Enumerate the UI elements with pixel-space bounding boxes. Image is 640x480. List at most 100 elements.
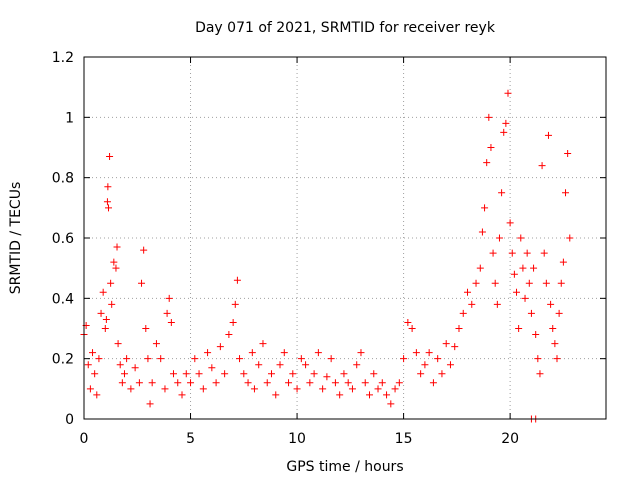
data-point xyxy=(532,331,540,339)
data-point xyxy=(187,379,195,387)
grid-layer xyxy=(84,57,606,419)
data-point xyxy=(97,309,105,317)
data-point xyxy=(464,288,472,296)
y-tick-label: 1 xyxy=(65,110,74,126)
data-point xyxy=(182,370,190,378)
data-point xyxy=(161,385,169,393)
data-point xyxy=(489,249,497,257)
data-point xyxy=(378,379,386,387)
data-point xyxy=(104,183,112,191)
data-point xyxy=(216,343,224,351)
data-point xyxy=(255,361,263,369)
data-point xyxy=(118,379,126,387)
data-point xyxy=(138,279,146,287)
data-point xyxy=(165,294,173,302)
data-point xyxy=(540,249,548,257)
x-tick-label: 0 xyxy=(80,431,89,447)
data-point xyxy=(412,349,420,357)
data-point xyxy=(495,234,503,242)
data-point xyxy=(163,309,171,317)
y-axis-title: SRMTID / TECUs xyxy=(8,182,24,295)
data-point xyxy=(408,325,416,332)
data-point xyxy=(421,361,429,369)
data-point xyxy=(485,113,493,121)
data-point xyxy=(123,355,131,363)
data-point xyxy=(113,243,121,251)
x-tick-label: 5 xyxy=(186,431,195,447)
data-point xyxy=(178,391,186,399)
data-point xyxy=(221,370,229,378)
data-point xyxy=(519,264,527,272)
data-point xyxy=(521,294,529,302)
data-point xyxy=(116,361,124,369)
data-point xyxy=(429,379,437,387)
data-point xyxy=(391,385,399,393)
data-point xyxy=(84,361,92,369)
x-tick-label: 10 xyxy=(288,431,306,447)
data-point xyxy=(387,400,395,408)
chart-title: Day 071 of 2021, SRMTID for receiver rey… xyxy=(195,20,496,36)
y-tick-label: 0.8 xyxy=(52,171,74,187)
data-point xyxy=(559,258,567,266)
data-point xyxy=(536,370,544,378)
data-point xyxy=(557,279,565,287)
data-point xyxy=(157,355,165,363)
data-point xyxy=(504,89,512,97)
data-point xyxy=(199,385,207,393)
data-point xyxy=(208,364,216,372)
data-point xyxy=(114,340,122,348)
data-point xyxy=(240,370,248,378)
data-point xyxy=(263,379,271,387)
data-point xyxy=(455,325,463,332)
data-point xyxy=(513,288,521,296)
data-point xyxy=(442,340,450,348)
data-point xyxy=(327,355,335,363)
x-tick-label: 15 xyxy=(395,431,413,447)
data-point xyxy=(93,391,101,399)
data-point xyxy=(105,204,113,212)
data-point xyxy=(289,370,297,378)
y-tick-label: 0 xyxy=(65,412,74,428)
data-point xyxy=(229,318,237,326)
data-point xyxy=(510,270,518,278)
data-point xyxy=(169,370,177,378)
data-point xyxy=(280,349,288,357)
data-point xyxy=(438,370,446,378)
data-point xyxy=(106,153,114,161)
data-point xyxy=(523,249,531,257)
data-point xyxy=(491,279,499,287)
data-point xyxy=(195,370,203,378)
data-point xyxy=(538,162,546,170)
data-point xyxy=(293,385,301,393)
data-point xyxy=(102,315,110,323)
data-point xyxy=(231,300,239,308)
data-point xyxy=(259,340,267,348)
data-point xyxy=(446,361,454,369)
data-point xyxy=(527,309,535,317)
data-point xyxy=(276,361,284,369)
points-layer xyxy=(80,89,574,423)
data-point xyxy=(483,159,491,167)
data-point xyxy=(481,204,489,212)
data-point xyxy=(459,309,467,317)
data-point xyxy=(306,379,314,387)
data-point xyxy=(152,340,160,348)
data-point xyxy=(99,288,107,296)
data-point xyxy=(267,370,275,378)
data-point xyxy=(493,300,501,308)
data-point xyxy=(508,249,516,257)
data-point xyxy=(370,370,378,378)
data-point xyxy=(86,385,94,393)
data-point xyxy=(348,385,356,393)
data-point xyxy=(525,279,533,287)
data-point xyxy=(340,370,348,378)
data-point xyxy=(310,370,318,378)
data-point xyxy=(120,370,128,378)
data-point xyxy=(400,355,408,363)
data-point xyxy=(101,325,109,332)
data-point xyxy=(353,361,361,369)
data-point xyxy=(146,400,154,408)
y-tick-label: 0.4 xyxy=(52,291,74,307)
data-point xyxy=(331,379,339,387)
data-point xyxy=(204,349,212,357)
